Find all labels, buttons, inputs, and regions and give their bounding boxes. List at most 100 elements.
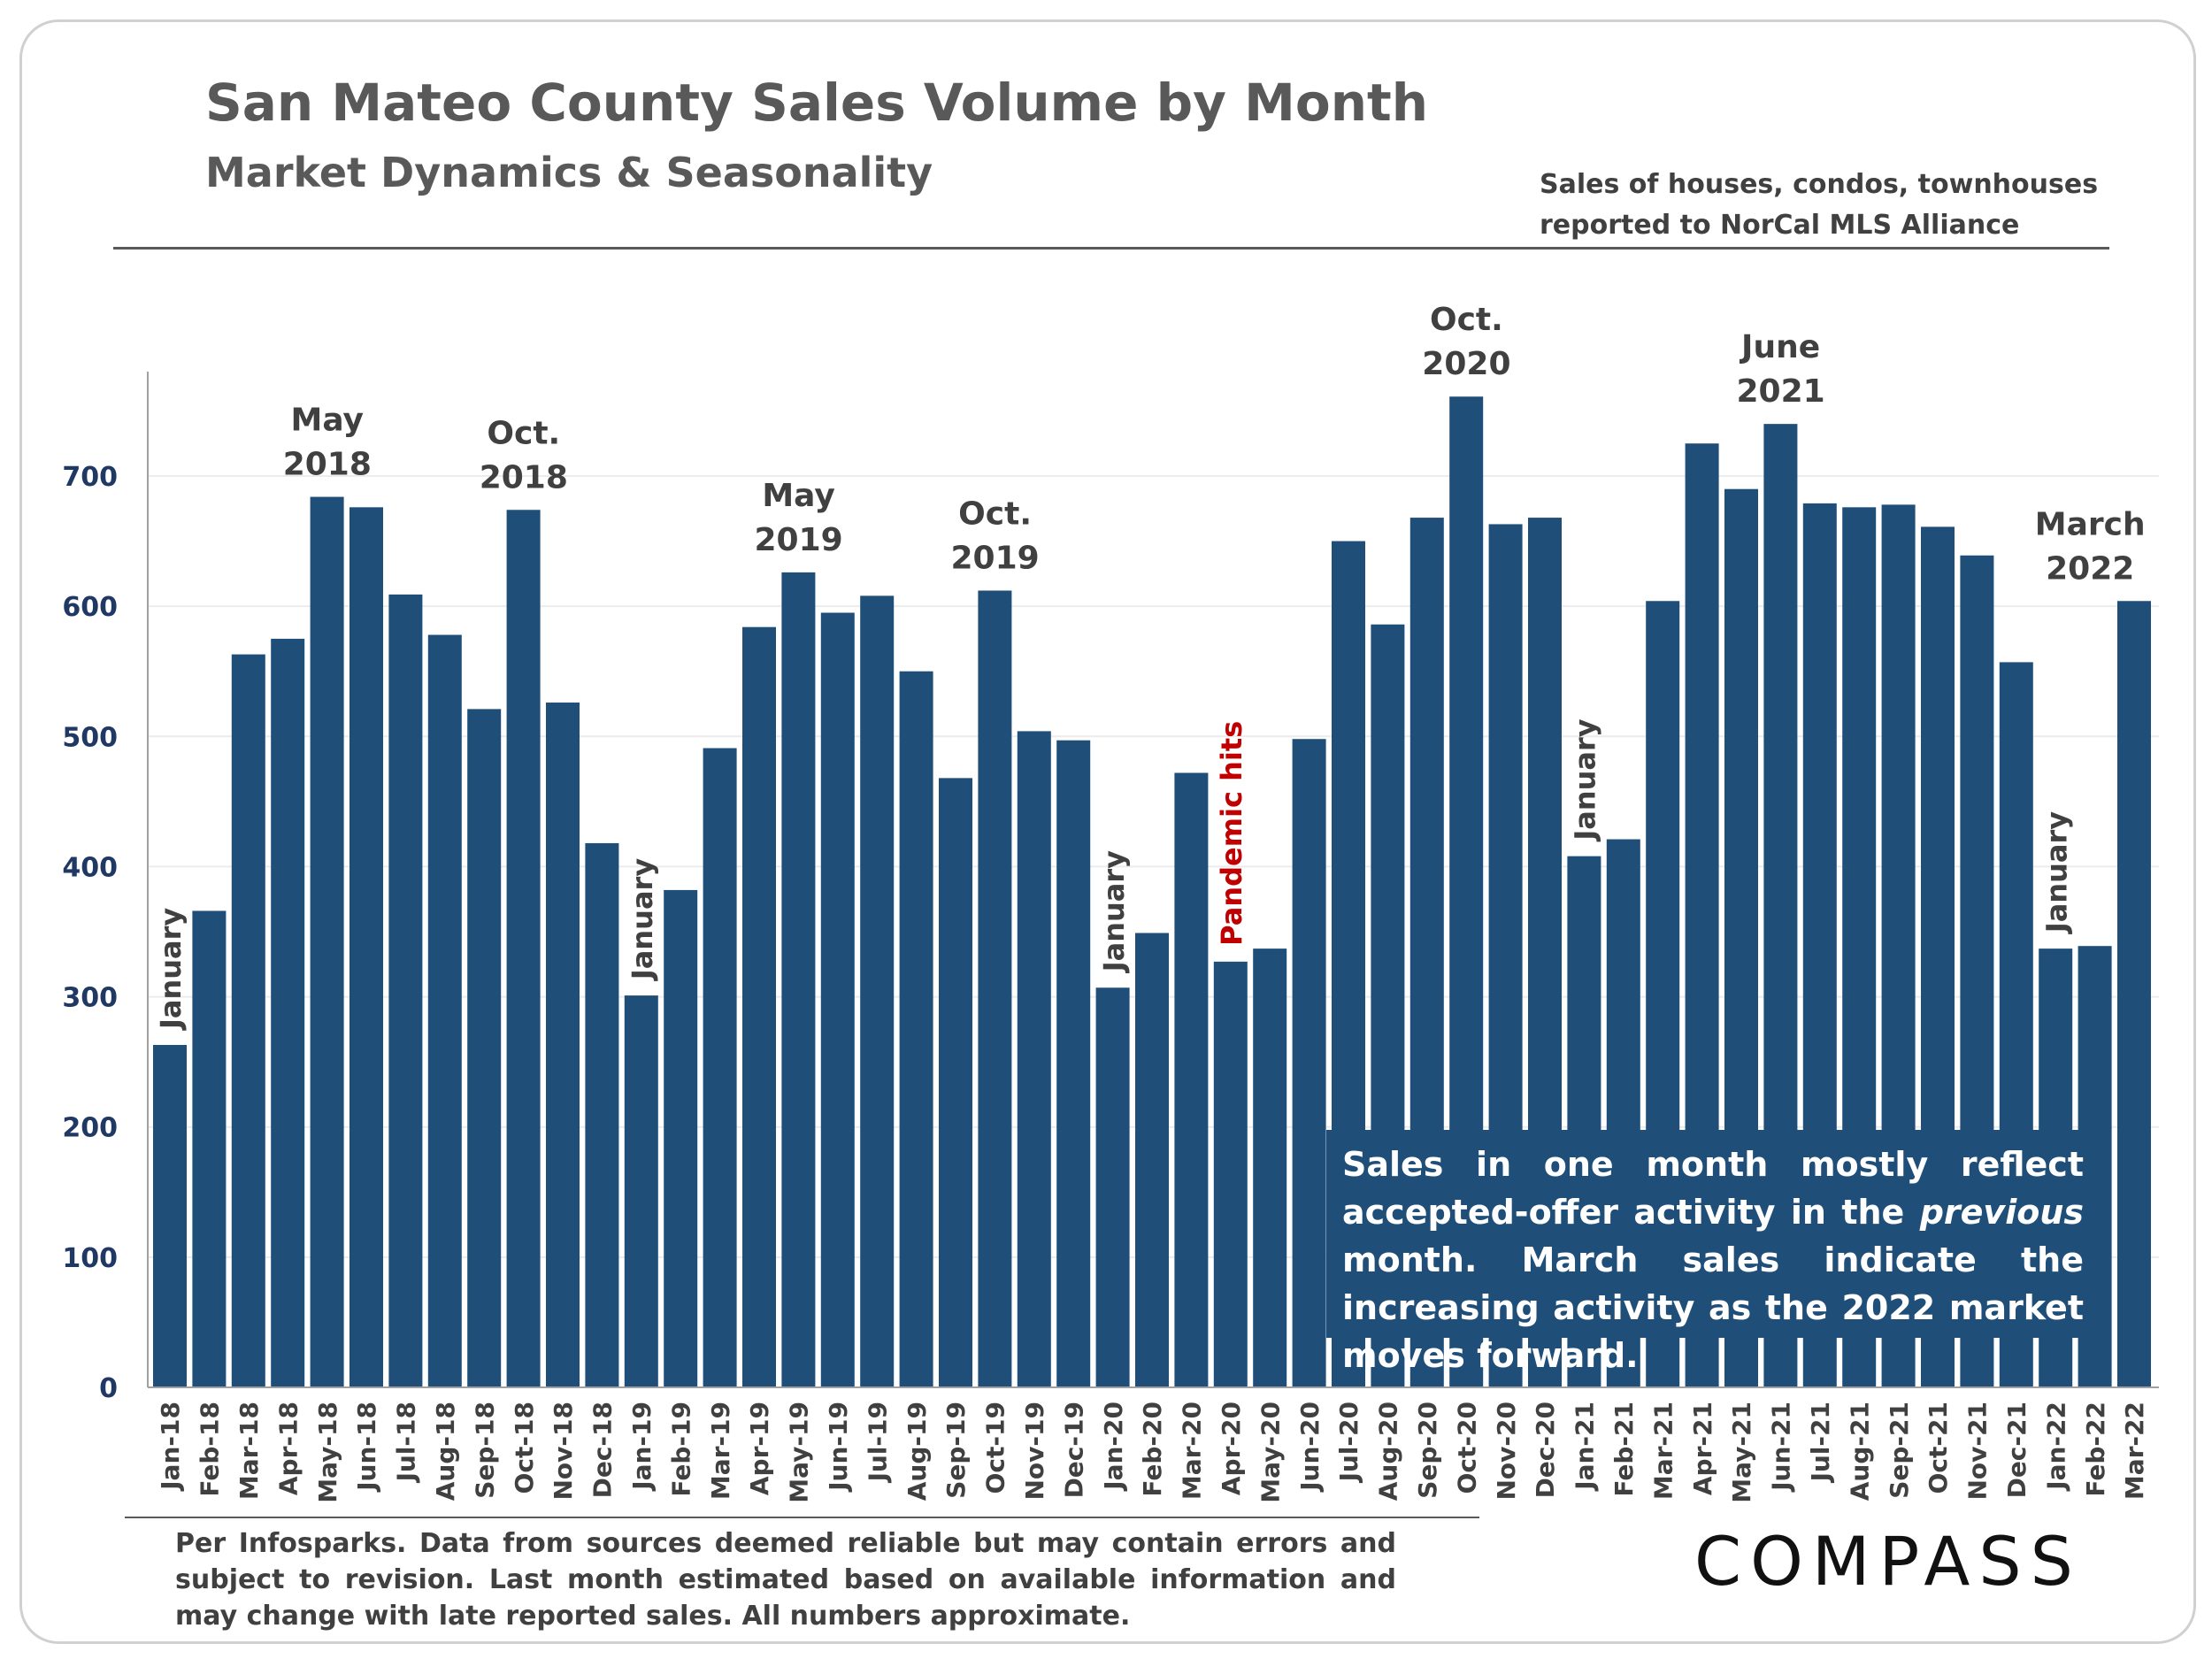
x-tick-label: Apr-18 bbox=[273, 1402, 303, 1495]
pandemic-annotation: Pandemic hits bbox=[1215, 721, 1248, 946]
y-tick-label: 400 bbox=[62, 852, 118, 883]
x-tick-label: Sep-19 bbox=[941, 1402, 971, 1499]
bar bbox=[388, 594, 423, 1387]
peak-annotation: 2018 bbox=[283, 447, 372, 483]
x-tick-label: Sep-20 bbox=[1413, 1402, 1442, 1499]
footer-divider bbox=[125, 1517, 1479, 1518]
x-tick-label: Apr-21 bbox=[1688, 1402, 1717, 1495]
x-tick-label: Dec-19 bbox=[1059, 1402, 1088, 1498]
x-tick-label: Jun-19 bbox=[824, 1402, 853, 1493]
bar bbox=[506, 510, 541, 1387]
bar bbox=[271, 638, 305, 1387]
bar bbox=[153, 1045, 187, 1387]
x-tick-label: Jan-19 bbox=[627, 1402, 657, 1492]
x-tick-label: Aug-19 bbox=[902, 1402, 932, 1501]
chart-subtitle: Market Dynamics & Seasonality bbox=[205, 149, 933, 196]
x-tick-label: Feb-19 bbox=[666, 1402, 695, 1497]
x-tick-label: Jul-20 bbox=[1334, 1402, 1363, 1484]
bar bbox=[585, 842, 619, 1387]
peak-annotation: June bbox=[1739, 329, 1820, 365]
january-annotation: January bbox=[626, 858, 659, 981]
x-tick-label: Sep-21 bbox=[1885, 1402, 1914, 1499]
x-tick-label: Dec-21 bbox=[2002, 1402, 2032, 1498]
x-tick-label: May-19 bbox=[785, 1402, 814, 1503]
x-tick-label: Feb-21 bbox=[1609, 1402, 1639, 1497]
bar bbox=[703, 748, 737, 1387]
x-tick-label: May-18 bbox=[313, 1402, 342, 1503]
x-tick-label: Mar-19 bbox=[706, 1402, 735, 1500]
bar bbox=[310, 496, 344, 1387]
bar bbox=[192, 910, 227, 1387]
x-tick-label: Feb-22 bbox=[2081, 1402, 2110, 1497]
bar bbox=[1174, 772, 1209, 1387]
x-tick-label: Nov-20 bbox=[1492, 1402, 1521, 1501]
peak-annotation: 2021 bbox=[1736, 373, 1824, 410]
x-tick-label: Jan-21 bbox=[1571, 1402, 1600, 1492]
y-tick-label: 200 bbox=[62, 1113, 118, 1144]
peak-annotation: 2020 bbox=[1422, 346, 1510, 382]
callout-italic: previous bbox=[1919, 1193, 2084, 1232]
bar bbox=[467, 709, 502, 1387]
peak-annotation: Oct. bbox=[958, 495, 1032, 532]
bar bbox=[349, 507, 383, 1387]
bar bbox=[664, 889, 698, 1387]
y-tick-label: 600 bbox=[62, 592, 118, 623]
source-note: Sales of houses, condos, townhouses repo… bbox=[1540, 165, 2098, 246]
peak-annotation: 2019 bbox=[950, 540, 1039, 576]
x-tick-label: Jun-21 bbox=[1767, 1402, 1796, 1493]
bar bbox=[1017, 731, 1051, 1387]
peak-annotation: 2022 bbox=[2046, 550, 2134, 587]
bar bbox=[624, 995, 658, 1387]
callout-text: Sales in one month mostly reflect accept… bbox=[1342, 1145, 2084, 1232]
january-annotation: January bbox=[2039, 811, 2073, 934]
peak-annotation: May bbox=[291, 403, 364, 439]
peak-annotation: Oct. bbox=[487, 415, 560, 451]
january-annotation: January bbox=[1097, 850, 1131, 973]
x-tick-label: Nov-21 bbox=[1963, 1402, 1993, 1501]
peak-annotation: Oct. bbox=[1430, 302, 1503, 338]
x-tick-label: Oct-20 bbox=[1452, 1402, 1481, 1494]
bar bbox=[860, 595, 895, 1387]
x-tick-label: Oct-19 bbox=[981, 1402, 1010, 1494]
footer-disclaimer: Per Infosparks. Data from sources deemed… bbox=[175, 1528, 1396, 1632]
x-tick-label: Sep-18 bbox=[470, 1402, 499, 1499]
x-tick-label: Dec-18 bbox=[588, 1402, 618, 1498]
x-tick-label: Jan-18 bbox=[156, 1402, 185, 1492]
x-tick-label: Jan-20 bbox=[1099, 1402, 1128, 1492]
x-tick-label: Jul-18 bbox=[392, 1402, 421, 1484]
bar bbox=[1135, 933, 1169, 1387]
bar bbox=[1253, 949, 1287, 1387]
callout-box: Sales in one month mostly reflect accept… bbox=[1326, 1130, 2100, 1375]
y-tick-label: 500 bbox=[62, 722, 118, 753]
bar bbox=[978, 590, 1012, 1387]
x-tick-label: Jun-18 bbox=[352, 1402, 381, 1493]
chart-frame bbox=[19, 19, 2196, 1644]
x-tick-label: Mar-20 bbox=[1178, 1402, 1207, 1500]
chart-title: San Mateo County Sales Volume by Month bbox=[205, 73, 1429, 133]
x-tick-label: Feb-20 bbox=[1138, 1402, 1167, 1497]
x-tick-label: Aug-21 bbox=[1845, 1402, 1874, 1501]
peak-annotation: March bbox=[2035, 506, 2146, 542]
bar bbox=[2117, 601, 2151, 1387]
bar bbox=[1056, 740, 1091, 1387]
x-tick-label: Oct-21 bbox=[1924, 1402, 1953, 1494]
y-tick-label: 100 bbox=[62, 1243, 118, 1274]
x-tick-label: Mar-22 bbox=[2120, 1402, 2149, 1500]
y-tick-label: 0 bbox=[99, 1373, 118, 1404]
x-tick-label: Aug-18 bbox=[431, 1402, 460, 1501]
bar bbox=[231, 654, 265, 1387]
peak-annotation: 2019 bbox=[754, 522, 842, 558]
x-tick-label: Nov-19 bbox=[1020, 1402, 1049, 1501]
january-annotation: January bbox=[1569, 718, 1602, 841]
x-tick-label: Aug-20 bbox=[1374, 1402, 1403, 1501]
x-tick-label: Jul-21 bbox=[1806, 1402, 1835, 1484]
bar bbox=[939, 778, 972, 1387]
y-tick-label: 700 bbox=[62, 462, 118, 493]
source-note-line: reported to NorCal MLS Alliance bbox=[1540, 210, 2020, 241]
peak-annotation: May bbox=[762, 478, 834, 514]
bar bbox=[1292, 739, 1326, 1387]
x-tick-label: May-21 bbox=[1727, 1402, 1756, 1503]
x-tick-label: Jul-19 bbox=[863, 1402, 892, 1484]
bar bbox=[899, 671, 933, 1387]
